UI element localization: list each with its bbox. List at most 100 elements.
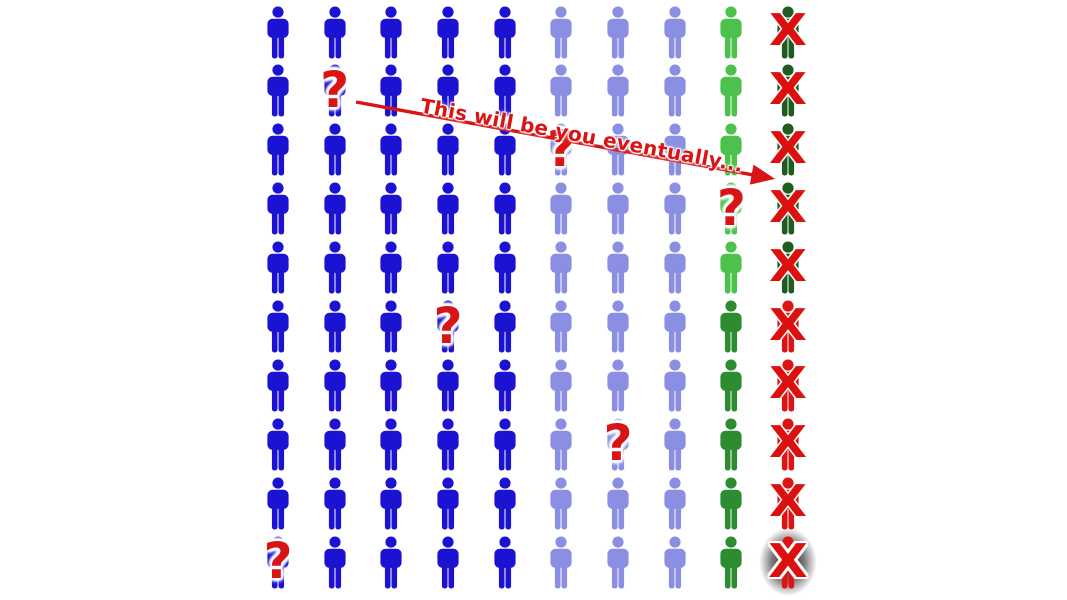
person-icon xyxy=(324,182,346,235)
person-blue xyxy=(488,300,522,353)
x-mark-overlay: X xyxy=(769,299,808,351)
person-red-crossed: X xyxy=(769,477,807,530)
person-faded-blue xyxy=(658,241,692,294)
person-icon xyxy=(720,241,742,294)
person-blue xyxy=(261,418,295,471)
person-icon xyxy=(664,5,686,59)
person-icon xyxy=(437,182,459,235)
person-icon xyxy=(720,182,742,235)
person-icon xyxy=(720,5,742,59)
person-light-green xyxy=(714,64,748,117)
person-icon xyxy=(437,300,459,353)
person-blue: ? xyxy=(261,536,295,589)
person-blue xyxy=(318,241,352,294)
x-mark-overlay: X xyxy=(769,240,808,292)
person-light-green xyxy=(714,5,748,59)
person-icon xyxy=(267,241,289,294)
person-icon xyxy=(437,418,459,471)
person-dark-green-crossed: X xyxy=(769,122,808,176)
person-icon xyxy=(267,300,289,353)
question-mark-overlay: ? xyxy=(320,60,350,119)
x-mark-overlay: X xyxy=(769,64,808,116)
person-icon xyxy=(664,359,686,412)
question-mark-overlay: ? xyxy=(433,296,463,355)
person-icon xyxy=(380,418,402,471)
person-blue xyxy=(374,241,408,294)
person-icon xyxy=(380,241,402,294)
person-icon xyxy=(720,418,742,471)
person-blue xyxy=(374,64,408,117)
person-icon xyxy=(550,418,572,471)
person-icon xyxy=(607,241,629,294)
x-mark-overlay: X xyxy=(769,417,808,469)
person-faded-blue xyxy=(658,300,692,353)
person-blue xyxy=(431,5,465,59)
person-blue xyxy=(431,477,465,530)
person-blue xyxy=(374,123,408,176)
person-icon xyxy=(720,477,742,530)
x-mark-overlay: X xyxy=(769,358,808,410)
person-faded-blue xyxy=(658,5,692,59)
person-blue xyxy=(431,241,465,294)
person-icon xyxy=(267,477,289,530)
person-blue xyxy=(261,300,295,353)
person-icon xyxy=(380,182,402,235)
person-icon xyxy=(607,359,629,412)
person-icon xyxy=(380,477,402,530)
person-faded-blue xyxy=(544,418,578,471)
person-icon xyxy=(324,64,346,117)
person-faded-blue xyxy=(658,477,692,530)
person-icon xyxy=(720,64,742,117)
person-icon xyxy=(550,300,572,353)
person-faded-blue xyxy=(601,359,635,412)
person-icon xyxy=(494,477,516,530)
person-icon xyxy=(494,536,516,589)
person-faded-blue xyxy=(658,536,692,589)
question-mark-overlay: ? xyxy=(716,178,746,237)
person-icon xyxy=(607,300,629,353)
person-blue xyxy=(261,64,295,117)
person-icon xyxy=(437,536,459,589)
person-red-crossed: X xyxy=(769,358,808,412)
x-mark-overlay: X xyxy=(768,534,808,589)
person-faded-blue xyxy=(544,182,578,235)
person-blue xyxy=(488,477,522,530)
person-green xyxy=(714,536,748,589)
person-faded-blue xyxy=(544,5,578,59)
person-icon xyxy=(267,5,289,59)
x-mark-overlay: X xyxy=(769,5,808,57)
person-icon xyxy=(664,300,686,353)
person-icon xyxy=(777,182,799,235)
person-blue xyxy=(261,5,295,59)
person-icon xyxy=(664,418,686,471)
person-green xyxy=(714,359,748,412)
x-mark-overlay: X xyxy=(769,122,808,174)
person-icon xyxy=(664,182,686,235)
person-dark-green-crossed: X xyxy=(769,240,808,294)
person-icon xyxy=(664,64,686,117)
person-icon xyxy=(324,536,346,589)
person-faded-blue xyxy=(601,182,635,235)
person-icon xyxy=(380,359,402,412)
person-icon xyxy=(777,477,799,530)
person-icon xyxy=(777,359,799,412)
person-icon xyxy=(607,182,629,235)
person-icon xyxy=(720,359,742,412)
person-icon xyxy=(494,241,516,294)
person-icon xyxy=(607,5,629,59)
person-faded-blue xyxy=(544,64,578,117)
person-icon xyxy=(777,241,799,294)
person-icon xyxy=(607,477,629,530)
person-blue xyxy=(318,182,352,235)
person-green xyxy=(714,477,748,530)
person-icon xyxy=(437,241,459,294)
person-icon xyxy=(664,536,686,589)
person-icon xyxy=(267,123,289,176)
person-icon xyxy=(607,536,629,589)
person-icon xyxy=(267,182,289,235)
person-faded-blue xyxy=(601,477,635,530)
person-blue xyxy=(374,300,408,353)
person-icon xyxy=(324,300,346,353)
person-icon xyxy=(437,359,459,412)
